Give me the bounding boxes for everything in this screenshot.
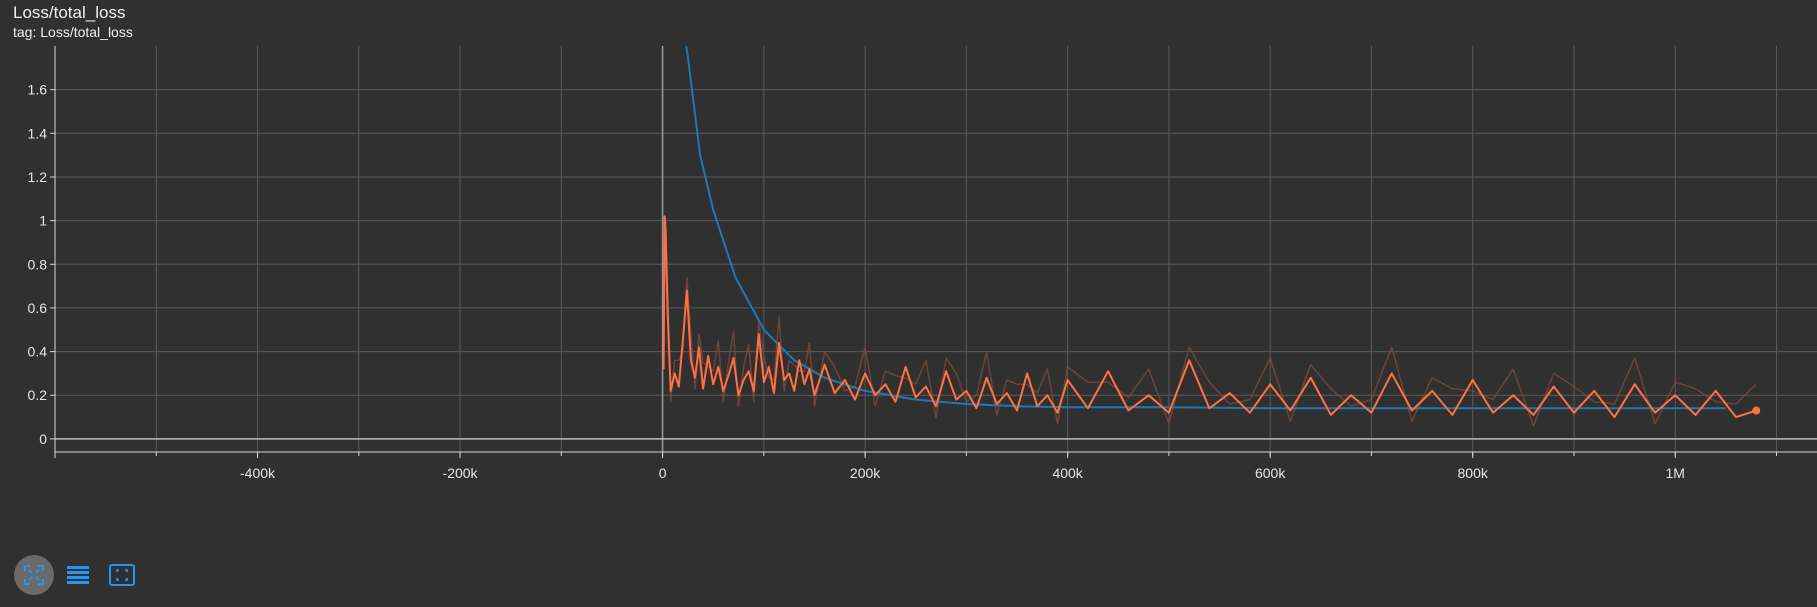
x-tick-label: 800k <box>1458 465 1489 481</box>
fit-domain-icon <box>24 565 44 585</box>
y-tick-label: 0 <box>39 431 47 447</box>
expand-chart-button[interactable] <box>102 555 142 595</box>
y-tick-label: 0.8 <box>28 256 48 272</box>
chart-tag-subtitle: tag: Loss/total_loss <box>13 24 133 40</box>
series-orange-end-point <box>1752 406 1761 415</box>
series-orange-line <box>662 215 1757 419</box>
x-tick-label: 200k <box>850 465 881 481</box>
fit-domain-button[interactable] <box>14 555 54 595</box>
chart-toolbar <box>14 555 142 595</box>
y-tick-label: 1.2 <box>28 169 48 185</box>
series-orange-raw-line <box>662 217 1757 427</box>
x-tick-label: 0 <box>659 465 667 481</box>
x-tick-label: 1M <box>1666 465 1685 481</box>
plot-area <box>662 46 1757 427</box>
x-tick-label: 600k <box>1255 465 1286 481</box>
toggle-log-scale-button[interactable] <box>58 555 98 595</box>
series-blue-line <box>685 46 1726 410</box>
x-tick-label: -400k <box>240 465 276 481</box>
y-tick-label: 1 <box>39 213 47 229</box>
x-tick-label: 400k <box>1052 465 1083 481</box>
y-tick-label: 0.4 <box>28 344 48 360</box>
chart-title: Loss/total_loss <box>13 3 126 22</box>
log-scale-lines-icon <box>67 566 89 584</box>
y-tick-label: 1.4 <box>28 125 48 141</box>
y-tick-label: 1.6 <box>28 82 48 98</box>
x-tick-label: -200k <box>443 465 479 481</box>
y-tick-label: 0.6 <box>28 300 48 316</box>
y-tick-label: 0.2 <box>28 387 48 403</box>
expand-chart-icon <box>109 564 135 586</box>
